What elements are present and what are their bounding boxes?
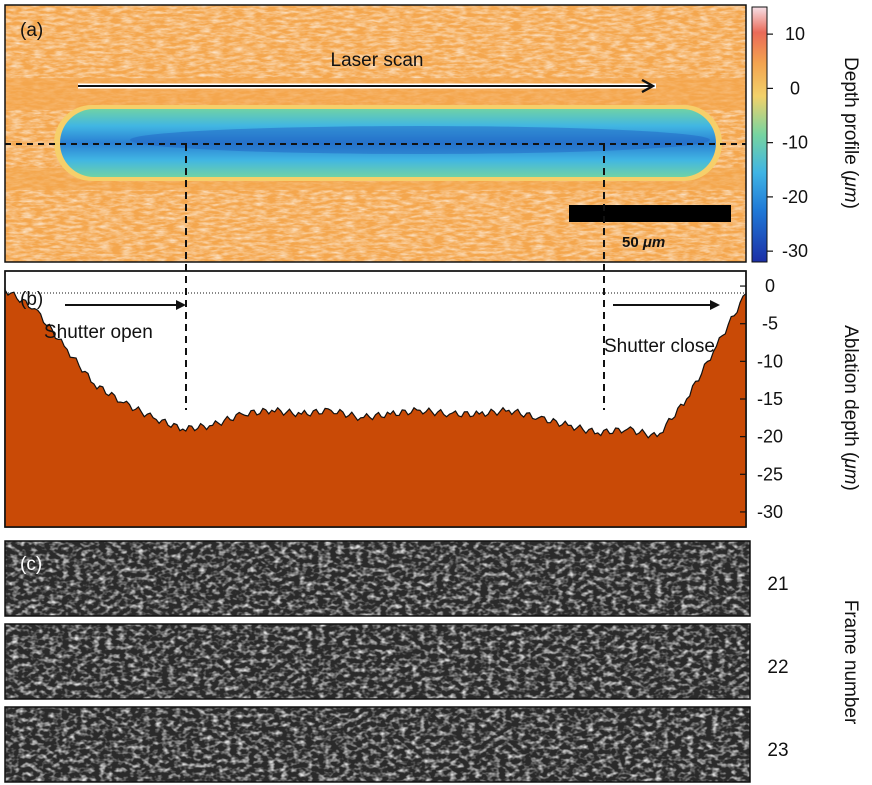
colorbar-tick-label: 0 [790, 78, 800, 98]
panel-b-label: (b) [20, 289, 43, 310]
panel-b: 0 -5 -10 -15 -20 -25 -30 (b) Shutter open Shut… [4, 270, 861, 528]
depth-axis-tick-label: 0 [765, 276, 775, 296]
depth-map-frame [4, 4, 747, 263]
depth-axis-tick-label: -20 [757, 427, 783, 447]
frame-image-21 [4, 540, 751, 617]
ablation-profile-area [4, 287, 747, 528]
panel-c-label: (c) [20, 554, 42, 575]
shutter-open-label: Shutter open [44, 322, 153, 343]
depth-axis-tick-label: -25 [757, 464, 783, 484]
frame-image-22 [4, 623, 751, 700]
panel-c: (c) 21 22 23 Frame number [4, 540, 861, 783]
colorbar-tick-label: 10 [785, 24, 805, 44]
colorbar-title: Depth profile (μm) [840, 57, 861, 209]
laser-scan-label: Laser scan [331, 50, 424, 71]
frame-number-22: 22 [767, 657, 788, 678]
shutter-close-label: Shutter close [604, 336, 715, 357]
groove-deep-core [130, 126, 710, 154]
colorbar-ticks: 10 0 -10 -20 -30 [767, 24, 808, 261]
depth-axis-tick-label: -10 [757, 351, 783, 371]
depth-axis-ticks: 0 -5 -10 -15 -20 -25 -30 [740, 276, 783, 522]
panel-a-label: (a) [20, 20, 43, 41]
scale-bar [569, 205, 731, 222]
panel-a: (a) Laser scan 50 μm [4, 4, 747, 263]
ablation-groove [60, 109, 716, 177]
depth-axis-label: Ablation depth (μm) [840, 325, 861, 491]
frame-number-23: 23 [767, 740, 788, 761]
depth-axis-tick-label: -30 [757, 502, 783, 522]
colorbar-tick-label: -20 [782, 187, 808, 207]
frame-number-axis-label: Frame number [840, 600, 861, 725]
colorbar: 10 0 -10 -20 -30 Depth profile (μm) [751, 6, 861, 263]
colorbar-tick-label: -30 [782, 241, 808, 261]
colorbar-gradient [751, 6, 768, 263]
depth-axis-tick-label: -15 [757, 389, 783, 409]
frame-number-21: 21 [767, 574, 788, 595]
depth-axis-tick-label: -5 [762, 314, 778, 334]
colorbar-tick-label: -10 [782, 133, 808, 153]
frame-image-23 [4, 706, 751, 783]
depth-map-upper-band [5, 78, 746, 110]
scale-bar-label: 50 μm [622, 234, 665, 251]
